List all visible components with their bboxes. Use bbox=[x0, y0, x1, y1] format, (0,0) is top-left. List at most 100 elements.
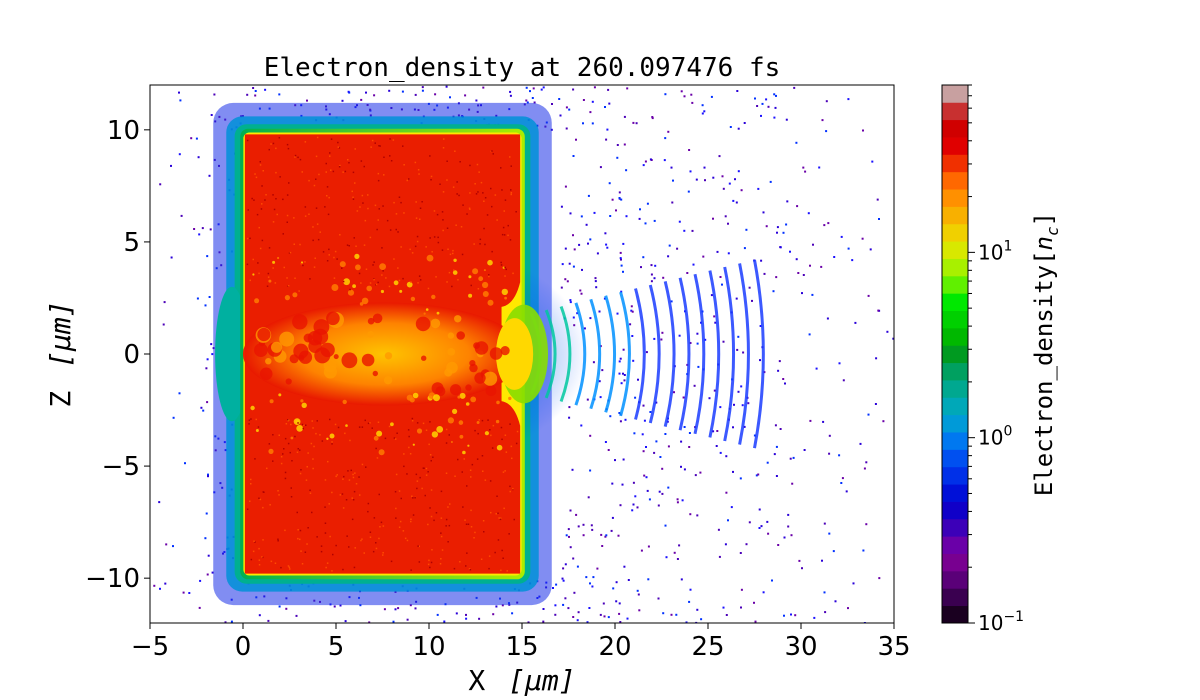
slab-noise bbox=[250, 418, 252, 420]
slab-noise bbox=[427, 287, 430, 290]
slab-noise bbox=[451, 285, 453, 288]
slab-noise bbox=[406, 473, 408, 475]
slab-noise bbox=[311, 420, 313, 422]
density-speckle bbox=[773, 93, 776, 96]
channel-filament bbox=[447, 348, 456, 356]
density-speckle bbox=[815, 367, 818, 370]
slab-noise bbox=[395, 507, 397, 510]
density-speckle bbox=[552, 587, 554, 589]
density-speckle bbox=[180, 214, 183, 217]
slab-noise bbox=[282, 198, 284, 201]
density-speckle bbox=[599, 166, 602, 169]
slab-noise bbox=[476, 458, 479, 460]
density-speckle bbox=[568, 262, 571, 265]
density-speckle bbox=[204, 304, 207, 307]
slab-noise bbox=[299, 449, 301, 451]
slab-noise bbox=[343, 475, 345, 478]
density-speckle bbox=[586, 621, 589, 623]
slab-noise bbox=[369, 422, 371, 424]
density-speckle bbox=[695, 621, 698, 623]
density-speckle bbox=[678, 544, 681, 547]
density-speckle bbox=[724, 543, 727, 546]
slab-noise bbox=[306, 543, 308, 545]
slab-noise bbox=[298, 290, 300, 292]
slab-noise bbox=[304, 141, 307, 143]
density-speckle bbox=[841, 477, 844, 480]
density-speckle bbox=[771, 579, 773, 582]
density-speckle bbox=[701, 112, 704, 115]
slab-noise bbox=[267, 276, 270, 278]
density-speckle bbox=[876, 198, 879, 201]
density-speckle bbox=[600, 533, 603, 536]
density-speckle bbox=[667, 445, 670, 448]
slab-noise bbox=[440, 535, 443, 538]
density-speckle bbox=[699, 471, 702, 474]
channel-edge-speckle bbox=[452, 270, 458, 275]
slab-noise bbox=[331, 491, 333, 494]
slab-noise bbox=[286, 194, 289, 196]
density-speckle bbox=[632, 481, 635, 484]
density-speckle bbox=[696, 332, 699, 335]
density-speckle bbox=[638, 217, 641, 220]
density-speckle bbox=[696, 342, 699, 345]
slab-noise bbox=[315, 432, 317, 435]
slab-noise bbox=[419, 476, 421, 479]
density-speckle bbox=[823, 591, 826, 594]
slab-noise bbox=[326, 186, 329, 188]
slab-noise bbox=[402, 277, 404, 280]
channel-edge-speckle bbox=[347, 289, 355, 296]
slab-noise bbox=[473, 537, 475, 539]
slab-noise bbox=[447, 541, 449, 543]
slab-noise bbox=[312, 458, 314, 460]
slab-noise bbox=[328, 503, 330, 505]
density-speckle bbox=[401, 90, 404, 93]
slab-noise bbox=[257, 426, 260, 428]
slab-noise bbox=[362, 202, 364, 204]
density-speckle bbox=[650, 273, 653, 276]
slab-noise bbox=[375, 447, 377, 450]
slab-noise bbox=[262, 170, 264, 172]
slab-noise bbox=[437, 241, 440, 244]
slab-noise bbox=[373, 278, 375, 281]
channel-filament bbox=[314, 347, 331, 364]
density-speckle bbox=[564, 185, 567, 188]
slab-noise bbox=[370, 146, 372, 148]
slab-noise bbox=[503, 234, 506, 236]
slab-noise bbox=[371, 139, 374, 142]
slab-noise bbox=[398, 279, 401, 282]
channel-edge-speckle bbox=[487, 299, 494, 306]
slab-noise bbox=[338, 147, 341, 149]
slab-noise bbox=[395, 228, 397, 231]
slab-noise bbox=[372, 264, 374, 266]
density-speckle bbox=[623, 143, 626, 146]
density-speckle bbox=[747, 402, 750, 405]
slab-noise bbox=[398, 526, 401, 528]
slab-noise bbox=[452, 252, 454, 255]
channel-edge-speckle bbox=[502, 266, 505, 269]
density-speckle bbox=[555, 583, 558, 586]
slab-noise bbox=[504, 199, 507, 201]
slab-noise bbox=[500, 264, 503, 266]
x-tick-label: 15 bbox=[505, 632, 538, 662]
density-speckle bbox=[637, 593, 640, 596]
density-speckle bbox=[739, 477, 742, 480]
density-speckle bbox=[765, 98, 768, 101]
slab-noise bbox=[456, 193, 458, 195]
density-speckle bbox=[847, 98, 850, 101]
slab-noise bbox=[272, 267, 274, 269]
wake-arc bbox=[604, 295, 616, 413]
slab-noise bbox=[386, 219, 389, 222]
slab-noise bbox=[510, 189, 512, 191]
slab-noise bbox=[446, 179, 448, 181]
density-speckle bbox=[562, 579, 565, 582]
channel-edge-speckle bbox=[426, 254, 434, 262]
slab-noise bbox=[306, 466, 308, 468]
slab-noise bbox=[501, 189, 503, 191]
channel-filament bbox=[474, 341, 489, 355]
density-speckle bbox=[785, 223, 788, 226]
density-speckle bbox=[801, 567, 803, 570]
slab-noise bbox=[399, 520, 402, 523]
slab-noise bbox=[335, 475, 337, 478]
density-speckle bbox=[680, 465, 682, 468]
slab-noise bbox=[251, 197, 253, 200]
